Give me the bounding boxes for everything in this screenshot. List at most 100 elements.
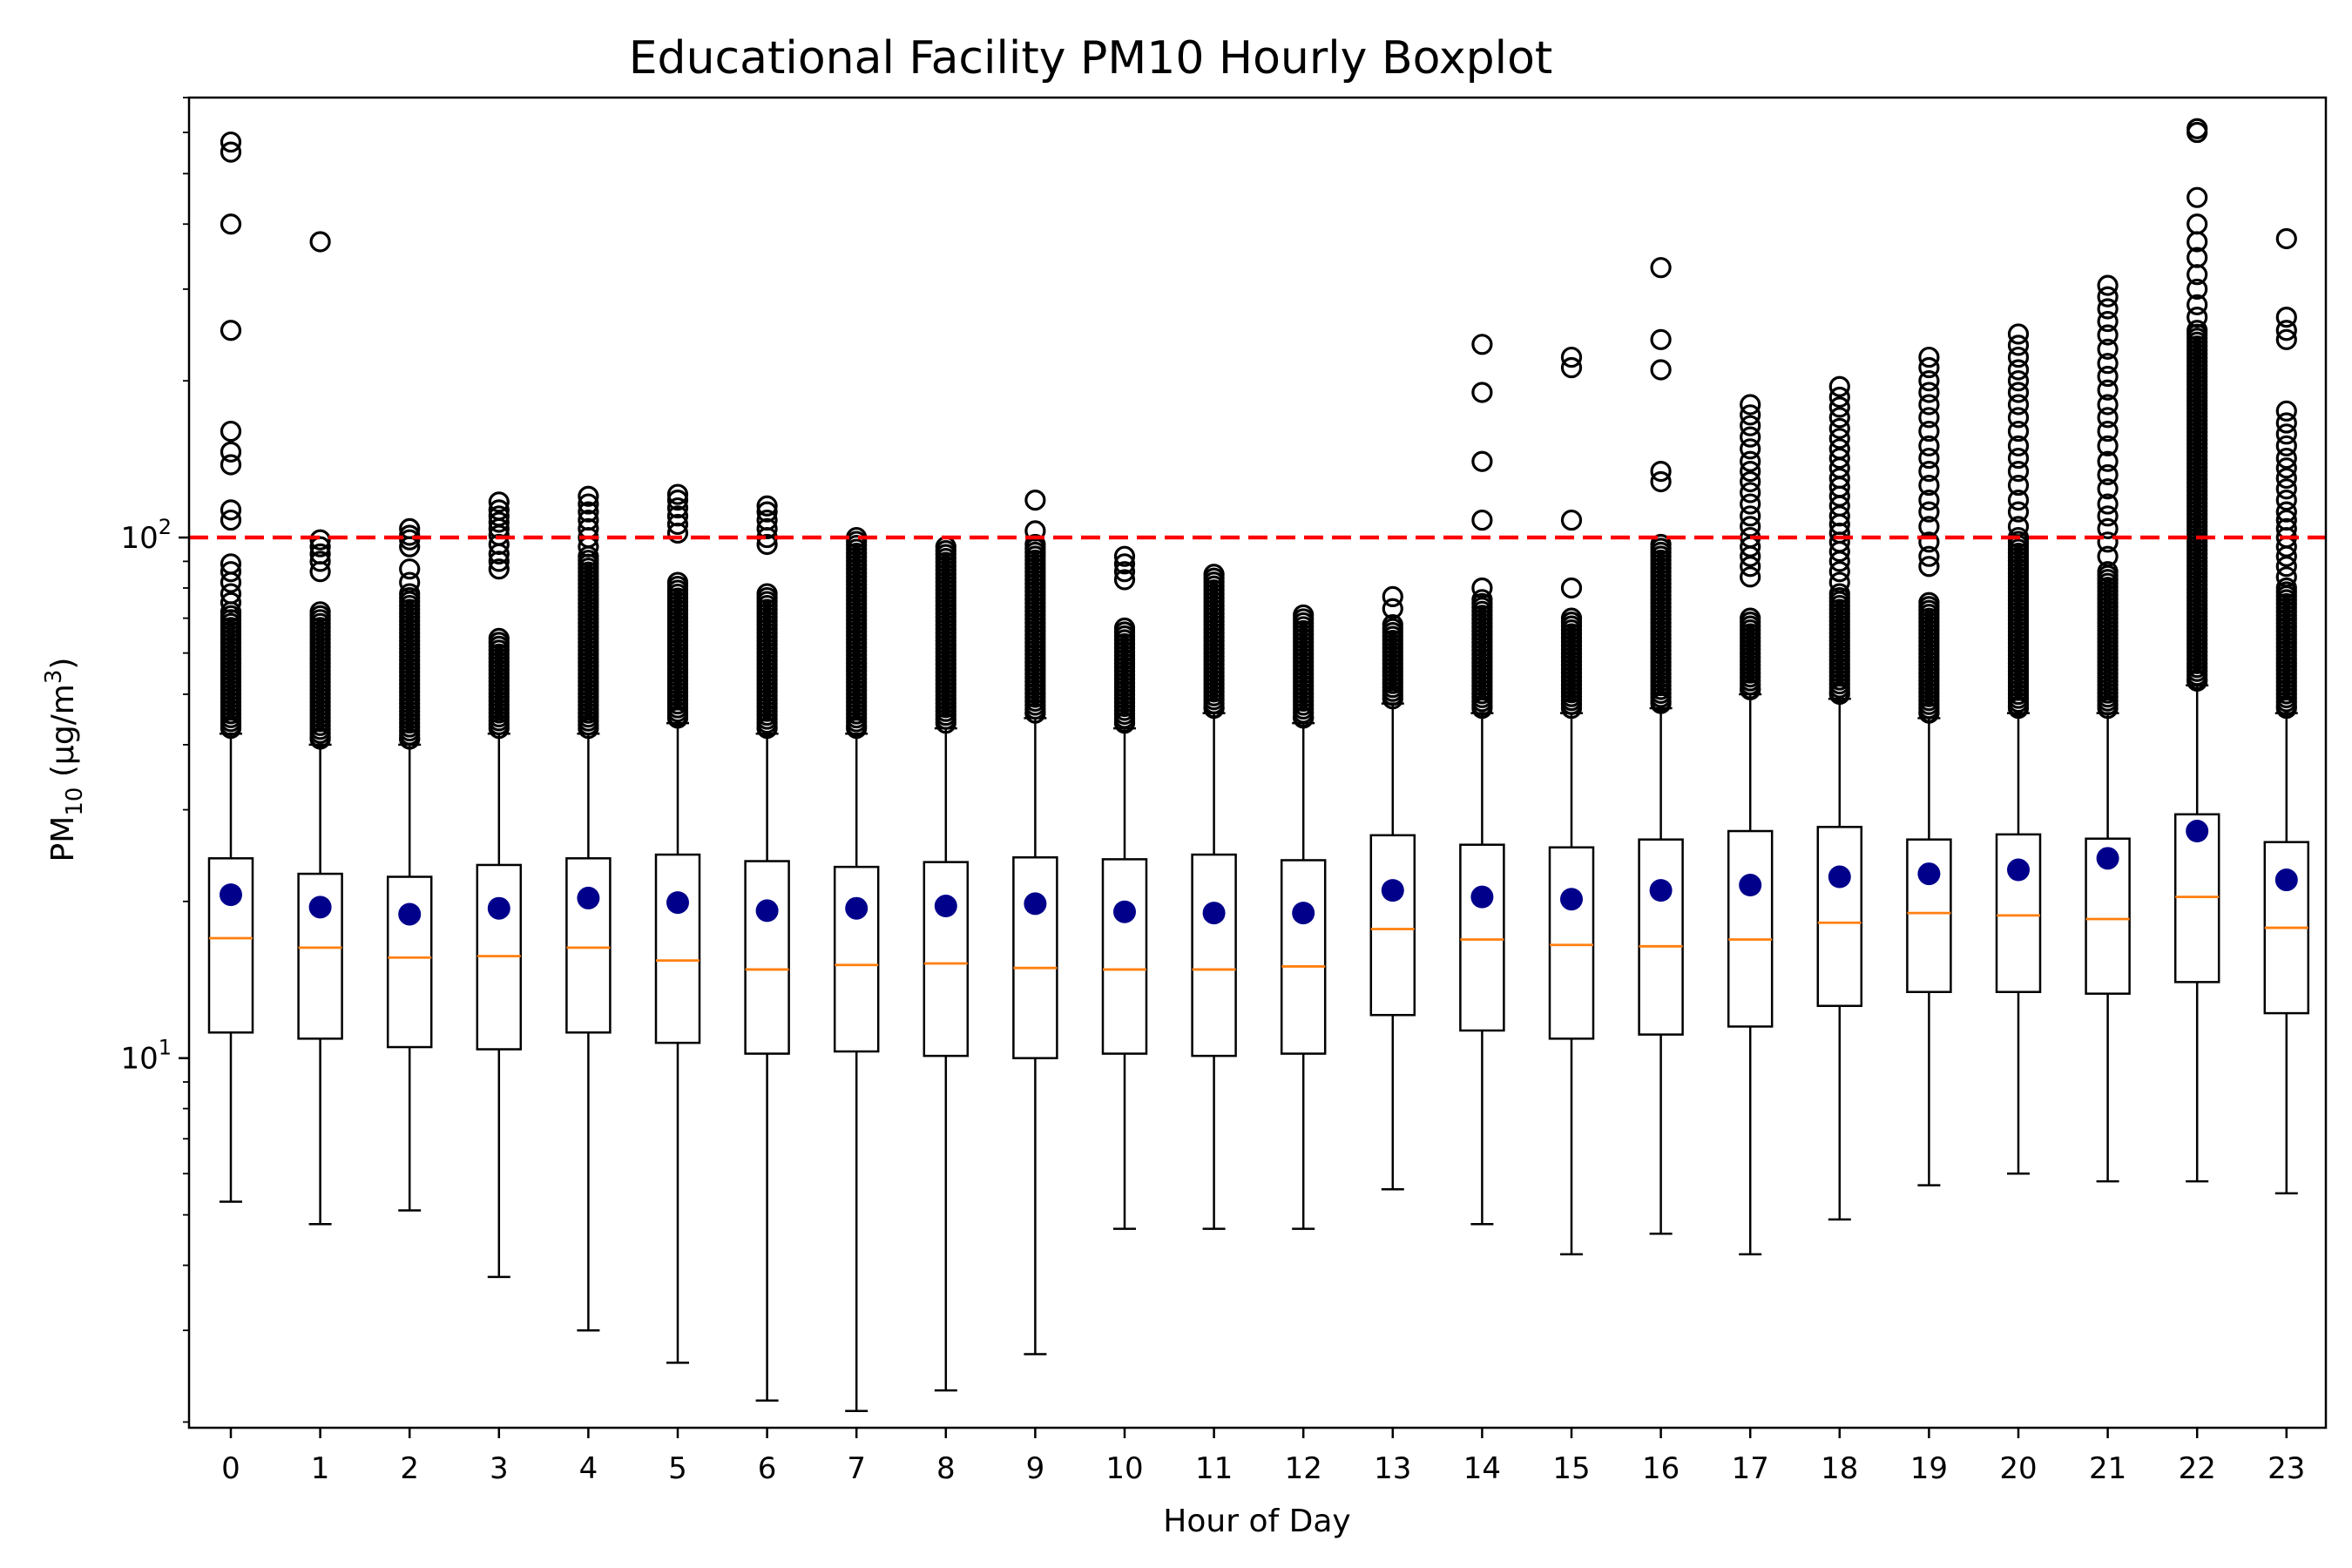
outlier-marker (220, 499, 242, 521)
iqr-box (1548, 846, 1595, 1040)
outlier-marker (2186, 278, 2208, 301)
outlier-marker (756, 495, 778, 517)
outlier-marker (309, 529, 331, 551)
outlier-marker (2097, 394, 2119, 416)
iqr-box (1995, 833, 2042, 993)
outlier-marker (220, 454, 242, 476)
iqr-box (923, 861, 970, 1058)
mean-marker (220, 883, 242, 907)
box-hour-10 (1101, 545, 1148, 1230)
x-tick-label: 9 (1026, 1451, 1045, 1486)
iqr-box (1280, 859, 1327, 1055)
box-hour-4 (565, 485, 612, 1332)
outlier-marker (2097, 310, 2119, 333)
outlier-marker (1113, 569, 1136, 591)
outlier-marker (2097, 463, 2119, 486)
outlier-marker (2275, 400, 2297, 422)
outlier-marker (2097, 478, 2119, 500)
outlier-marker (2275, 447, 2297, 470)
x-tick-label: 2 (400, 1451, 419, 1486)
mean-marker (1113, 900, 1136, 923)
outlier-marker (1740, 493, 1761, 515)
outlier-marker (1740, 470, 1761, 493)
outlier-marker (1918, 501, 1940, 523)
box-hour-20 (1995, 323, 2042, 1175)
outlier-marker (578, 509, 599, 531)
outlier-marker (1113, 561, 1136, 583)
x-tick-label: 11 (1195, 1451, 1233, 1486)
outlier-marker (666, 505, 689, 527)
outlier-marker (2007, 407, 2030, 429)
outlier-marker (2097, 338, 2119, 360)
outlier-marker (1471, 577, 1493, 599)
mean-marker (2274, 868, 2298, 892)
outlier-marker (2007, 474, 2030, 497)
box-hour-16 (1638, 257, 1684, 1235)
outlier-marker (2007, 346, 2030, 368)
iqr-box (297, 872, 343, 1040)
box-hour-2 (386, 517, 433, 1212)
x-tick-label: 1 (311, 1451, 330, 1486)
mean-marker (1739, 874, 1762, 897)
outlier-marker (488, 505, 510, 527)
outlier-marker (1918, 407, 1940, 429)
outlier-marker (2097, 493, 2119, 515)
outlier-marker (1918, 370, 1940, 392)
outlier-marker (1918, 531, 1940, 553)
outlier-marker (2275, 467, 2297, 490)
outlier-marker (1650, 470, 1672, 493)
x-tick-label: 14 (1463, 1451, 1501, 1486)
outlier-marker (2275, 328, 2297, 350)
outlier-marker (2186, 213, 2208, 235)
iqr-box (1727, 829, 1774, 1028)
outlier-marker (666, 513, 689, 536)
outlier-marker (1918, 545, 1940, 567)
iqr-box (386, 875, 433, 1049)
outlier-marker (1828, 438, 1850, 460)
chart-title: Educational Facility PM10 Hourly Boxplot (629, 32, 1553, 84)
outlier-marker (1471, 509, 1493, 531)
outlier-marker (1650, 460, 1672, 483)
outlier-marker (1918, 356, 1940, 379)
box-hour-17 (1727, 394, 1774, 1256)
outlier-marker (578, 485, 599, 507)
x-tick-label: 21 (2089, 1451, 2126, 1486)
outlier-marker (488, 499, 510, 521)
x-axis-label: Hour of Day (1163, 1504, 1350, 1539)
outlier-marker (2007, 420, 2030, 443)
mean-marker (577, 886, 600, 909)
outlier-marker (2097, 407, 2119, 429)
x-tick-label: 18 (1821, 1451, 1858, 1486)
outlier-marker (1471, 382, 1493, 403)
outlier-marker (1828, 467, 1850, 490)
outlier-marker (756, 501, 778, 523)
box-hour-23 (2263, 227, 2310, 1195)
mean-marker (1292, 902, 1315, 925)
outlier-marker (1828, 417, 1850, 439)
outlier-marker (1828, 375, 1850, 397)
outlier-marker (1113, 545, 1136, 567)
outlier-marker (2275, 227, 2297, 250)
outlier-marker (1560, 577, 1583, 599)
outlier-marker (488, 511, 510, 533)
outlier-marker (2007, 370, 2030, 392)
box-hour-12 (1280, 604, 1327, 1230)
outlier-marker (1471, 334, 1493, 355)
x-tick-label: 20 (1999, 1451, 2037, 1486)
box-hour-14 (1459, 334, 1505, 1226)
mean-marker (1917, 862, 1941, 886)
outlier-marker (2275, 509, 2297, 531)
outlier-marker (399, 571, 421, 593)
mean-marker (666, 891, 689, 915)
box-hour-11 (1191, 564, 1237, 1230)
x-tick-label: 19 (1910, 1451, 1948, 1486)
outlier-marker (2186, 307, 2208, 328)
x-tick-label: 22 (2179, 1451, 2216, 1486)
outlier-marker (1740, 482, 1761, 504)
mean-marker (1470, 885, 1494, 909)
outlier-marker (1740, 404, 1761, 426)
outlier-marker (2275, 435, 2297, 456)
outlier-marker (1828, 571, 1850, 593)
outlier-marker (488, 558, 510, 580)
outlier-marker (666, 490, 689, 511)
